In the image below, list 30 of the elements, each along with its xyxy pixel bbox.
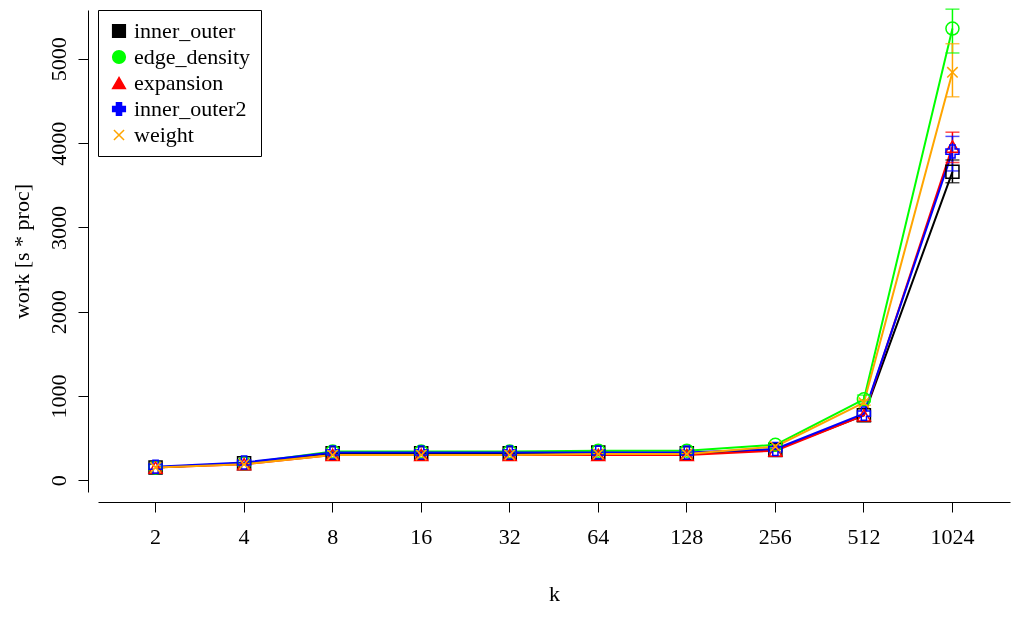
y-tick-label: 1000 (45, 374, 71, 419)
legend-label: weight (134, 122, 194, 147)
point (945, 164, 960, 180)
point (946, 66, 959, 79)
x-tick-label: 1024 (930, 523, 975, 549)
x-tick-label: 16 (410, 523, 433, 549)
x-tick-label: 2 (150, 523, 162, 549)
x-tick-label: 64 (587, 523, 610, 549)
point (945, 21, 960, 36)
y-tick-label: 0 (45, 475, 71, 487)
point (856, 392, 872, 407)
legend-label: edge_density (134, 44, 251, 69)
x-tick-label: 4 (238, 523, 250, 549)
point (945, 140, 960, 153)
y-tick-label: 4000 (45, 121, 71, 166)
legend-label: inner_outer2 (134, 96, 247, 121)
y-tick-label: 3000 (45, 205, 71, 250)
y-axis-title: work [s * proc] (8, 183, 34, 320)
point (945, 144, 960, 159)
x-tick-label: 8 (327, 523, 339, 549)
x-tick-label: 128 (670, 523, 704, 549)
legend-label: inner_outer (134, 18, 237, 43)
legend-label: expansion (134, 70, 224, 95)
x-tick-label: 512 (847, 523, 881, 549)
x-tick-label: 32 (498, 523, 521, 549)
y-tick-label: 2000 (45, 290, 71, 335)
point (857, 396, 870, 409)
x-tick-label: 256 (758, 523, 792, 549)
x-axis-title: k (549, 580, 560, 606)
y-tick-label: 5000 (45, 37, 71, 82)
